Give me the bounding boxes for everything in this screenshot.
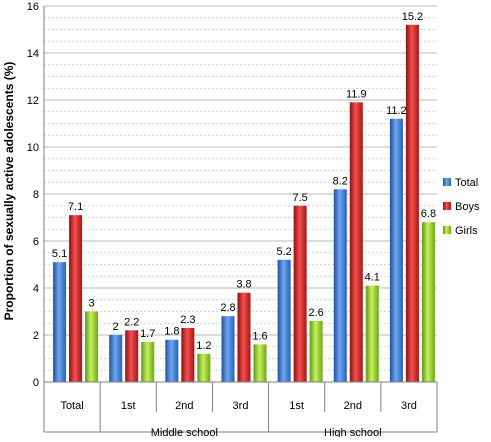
legend: Total Boys Girls xyxy=(443,177,480,237)
data-label: 2.2 xyxy=(124,316,139,328)
bar-total-1 xyxy=(109,335,123,382)
y-tick-label: 16 xyxy=(27,1,39,13)
y-tick-label: 10 xyxy=(27,142,39,154)
data-label: 1.2 xyxy=(196,340,211,352)
x-category-label: 3rd xyxy=(401,400,417,412)
x-category-label: 1st xyxy=(121,400,136,412)
group-label: Middle school xyxy=(151,427,218,437)
y-axis-label: Proportion of sexually active adolescent… xyxy=(2,62,16,321)
axes xyxy=(43,6,438,433)
y-tick-label: 8 xyxy=(33,189,39,201)
x-category-label: 2nd xyxy=(344,400,362,412)
x-category-label: 1st xyxy=(289,400,304,412)
group-label: High school xyxy=(324,427,381,437)
data-label: 5.1 xyxy=(52,248,67,260)
data-label: 2 xyxy=(113,321,119,333)
y-tick-labels: 0 2 4 6 8 10 12 14 16 xyxy=(27,1,39,389)
data-label: 15.2 xyxy=(402,11,423,23)
y-tick-label: 12 xyxy=(27,95,39,107)
data-label: 5.2 xyxy=(276,246,291,258)
legend-label: Girls xyxy=(455,225,478,237)
legend-swatch-total xyxy=(443,178,451,186)
y-tick-label: 14 xyxy=(27,48,39,60)
legend-label: Boys xyxy=(455,201,480,213)
bars xyxy=(53,24,435,383)
data-label: 6.8 xyxy=(421,208,436,220)
bar-girls-5 xyxy=(365,285,379,382)
legend-swatch-boys xyxy=(443,202,451,210)
data-label: 7.1 xyxy=(68,201,83,213)
bar-girls-2 xyxy=(197,353,211,382)
bar-girls-6 xyxy=(421,222,435,382)
x-category-label: 3rd xyxy=(233,400,249,412)
data-labels: 5.1 2 1.8 2.8 5.2 8.2 11.2 7.1 2.2 2.3 3.8 7.5 11.9 1… xyxy=(52,11,436,352)
bar-total-6 xyxy=(389,118,403,383)
data-label: 2.8 xyxy=(220,302,235,314)
bar-boys-6 xyxy=(405,24,419,383)
legend-label: Total xyxy=(455,177,478,189)
x-category-labels: Total 1st 2nd 3rd 1st 2nd 3rd Middle school High… xyxy=(60,400,417,439)
bar-boys-0 xyxy=(69,215,83,382)
minor-gridlines xyxy=(44,17,437,371)
bar-boys-1 xyxy=(125,330,139,382)
bar-girls-0 xyxy=(85,311,99,382)
x-category-label: 2nd xyxy=(175,400,193,412)
bar-boys-3 xyxy=(237,292,251,382)
data-label: 3.8 xyxy=(236,279,251,291)
data-label: 1.8 xyxy=(164,326,179,338)
data-label: 3 xyxy=(89,298,95,310)
bar-total-5 xyxy=(333,189,347,382)
data-label: 1.7 xyxy=(140,328,155,340)
bar-boys-2 xyxy=(181,327,195,382)
data-label: 11.9 xyxy=(346,88,367,100)
bar-total-2 xyxy=(165,339,179,382)
bar-boys-4 xyxy=(293,205,307,382)
data-label: 11.2 xyxy=(386,105,407,117)
data-label: 2.6 xyxy=(308,307,323,319)
bar-total-3 xyxy=(221,316,235,382)
legend-swatch-girls xyxy=(443,226,451,234)
bar-girls-1 xyxy=(141,342,155,382)
y-tick-label: 2 xyxy=(33,330,39,342)
data-label: 1.6 xyxy=(252,330,267,342)
bar-total-4 xyxy=(277,259,291,382)
y-tick-label: 4 xyxy=(33,283,39,295)
bar-girls-4 xyxy=(309,320,323,382)
bar-total-0 xyxy=(53,262,67,382)
x-category-label: Total xyxy=(60,400,83,412)
bar-girls-3 xyxy=(253,344,267,382)
y-tick-label: 6 xyxy=(33,236,39,248)
bar-boys-5 xyxy=(349,102,363,382)
data-label: 8.2 xyxy=(333,175,348,187)
data-label: 2.3 xyxy=(180,314,195,326)
data-label: 7.5 xyxy=(292,192,307,204)
data-label: 4.1 xyxy=(365,272,380,284)
y-tick-label: 0 xyxy=(33,377,39,389)
